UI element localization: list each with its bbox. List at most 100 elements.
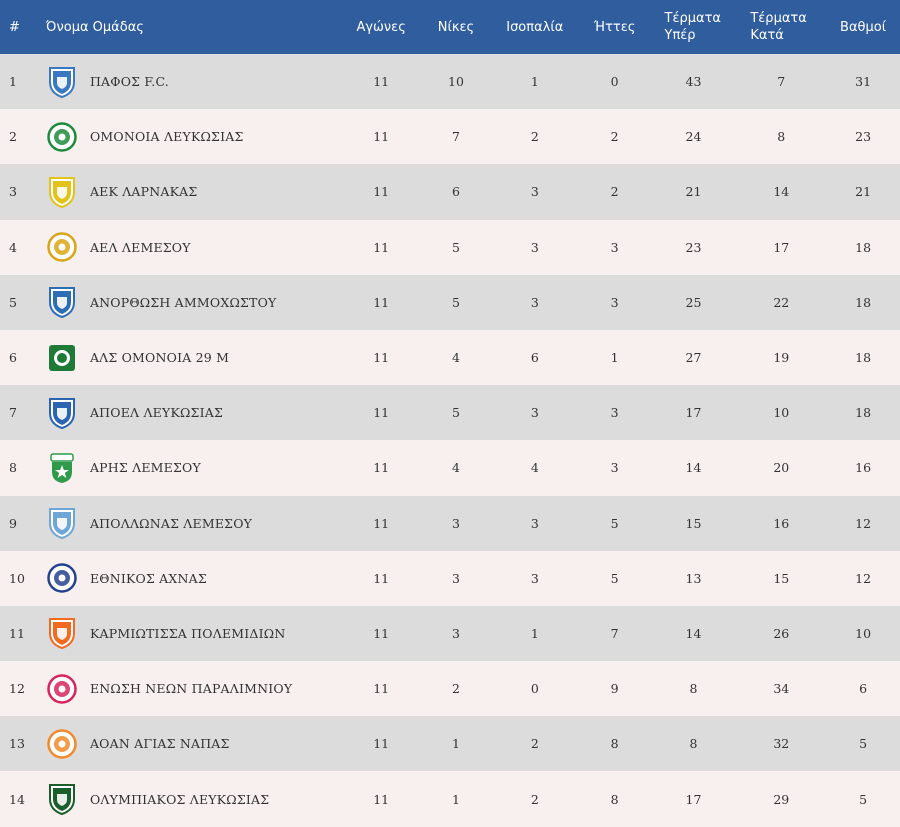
row-team[interactable]: ΑΛΣ ΟΜΟΝΟΙΑ 29 Μ bbox=[40, 340, 341, 376]
row-losses: 7 bbox=[610, 625, 619, 641]
header-goals-for[interactable]: Τέρματα Υπέρ bbox=[651, 10, 737, 44]
row-team[interactable]: ΟΜΟΝΟΙΑ ΛΕΥΚΩΣΙΑΣ bbox=[40, 119, 341, 155]
table-row[interactable]: 3 ΑΕΚ ΛΑΡΝΑΚΑΣ 11 6 3 2 21 14 21 bbox=[0, 164, 900, 220]
row-position: 5 bbox=[9, 294, 17, 310]
row-goals-for: 14 bbox=[685, 460, 702, 476]
row-losses: 1 bbox=[610, 350, 619, 366]
row-played: 11 bbox=[373, 405, 390, 421]
row-goals-for: 8 bbox=[689, 736, 698, 752]
row-played: 11 bbox=[373, 681, 390, 697]
header-goals-against[interactable]: Τέρματα Κατά bbox=[736, 10, 826, 44]
table-row[interactable]: 12 ΕΝΩΣΗ ΝΕΩΝ ΠΑΡΑΛΙΜΝΙΟΥ 11 2 0 9 8 34 6 bbox=[0, 661, 900, 717]
aoan-crest-icon bbox=[46, 726, 78, 762]
row-points: 12 bbox=[855, 515, 872, 531]
team-name[interactable]: ΑΕΛ ΛΕΜΕΣΟΥ bbox=[89, 239, 191, 255]
table-row[interactable]: 9 ΑΠΟΛΛΩΝΑΣ ΛΕΜΕΣΟΥ 11 3 3 5 15 16 12 bbox=[0, 495, 900, 551]
row-losses: 9 bbox=[610, 681, 619, 697]
table-row[interactable]: 8 ΑΡΗΣ ΛΕΜΕΣΟΥ 11 4 4 3 14 20 16 bbox=[0, 440, 900, 496]
row-goals-against: 17 bbox=[773, 239, 790, 255]
row-points: 6 bbox=[859, 681, 868, 697]
row-goals-for: 13 bbox=[685, 570, 702, 586]
apollon-crest-icon bbox=[46, 505, 78, 541]
header-goals-for-line1: Τέρματα bbox=[664, 11, 721, 26]
row-played: 11 bbox=[373, 515, 390, 531]
row-wins: 1 bbox=[452, 736, 460, 752]
table-row[interactable]: 7 ΑΠΟΕΛ ΛΕΥΚΩΣΙΑΣ 11 5 3 3 17 10 18 bbox=[0, 385, 900, 441]
row-team[interactable]: ΑΠΟΛΛΩΝΑΣ ΛΕΜΕΣΟΥ bbox=[40, 505, 341, 541]
team-name[interactable]: ΑΝΟΡΘΩΣΗ ΑΜΜΟΧΩΣΤΟΥ bbox=[89, 294, 277, 310]
row-played: 11 bbox=[373, 460, 390, 476]
row-wins: 3 bbox=[452, 515, 460, 531]
table-row[interactable]: 1 ΠΑΦΟΣ F.C. 11 10 1 0 43 7 31 bbox=[0, 54, 900, 110]
team-name[interactable]: ΑΕΚ ΛΑΡΝΑΚΑΣ bbox=[89, 184, 198, 200]
team-name[interactable]: ΑΛΣ ΟΜΟΝΟΙΑ 29 Μ bbox=[89, 350, 230, 366]
header-team-name[interactable]: Όνομα Ομάδας bbox=[45, 19, 144, 35]
table-body: 1 ΠΑΦΟΣ F.C. 11 10 1 0 43 7 31 2 ΟΜΟΝΟΙΑ ΛΕΥΚΩΣΙΑΣ… bbox=[0, 54, 900, 827]
row-draws: 6 bbox=[530, 350, 539, 366]
row-team[interactable]: ΕΘΝΙΚΟΣ ΑΧΝΑΣ bbox=[40, 560, 341, 596]
row-draws: 3 bbox=[530, 184, 539, 200]
row-team[interactable]: ΑΕΛ ΛΕΜΕΣΟΥ bbox=[40, 229, 341, 265]
team-name[interactable]: ΑΠΟΕΛ ΛΕΥΚΩΣΙΑΣ bbox=[89, 405, 223, 421]
table-row[interactable]: 14 ΟΛΥΜΠΙΑΚΟΣ ΛΕΥΚΩΣΙΑΣ 11 1 2 8 17 29 5 bbox=[0, 771, 900, 827]
table-row[interactable]: 2 ΟΜΟΝΟΙΑ ΛΕΥΚΩΣΙΑΣ 11 7 2 2 24 8 23 bbox=[0, 109, 900, 165]
header-played[interactable]: Αγώνες bbox=[356, 19, 406, 35]
row-draws: 1 bbox=[530, 625, 539, 641]
row-goals-for: 24 bbox=[685, 129, 702, 145]
table-row[interactable]: 6 ΑΛΣ ΟΜΟΝΟΙΑ 29 Μ 11 4 6 1 27 19 18 bbox=[0, 329, 900, 386]
team-name[interactable]: ΕΘΝΙΚΟΣ ΑΧΝΑΣ bbox=[89, 570, 207, 586]
row-losses: 3 bbox=[610, 239, 619, 255]
row-wins: 6 bbox=[452, 184, 460, 200]
apoel-crest-icon bbox=[46, 395, 78, 431]
row-position: 11 bbox=[9, 625, 25, 641]
table-row[interactable]: 4 ΑΕΛ ΛΕΜΕΣΟΥ 11 5 3 3 23 17 18 bbox=[0, 219, 900, 275]
team-name[interactable]: ΕΝΩΣΗ ΝΕΩΝ ΠΑΡΑΛΙΜΝΙΟΥ bbox=[89, 681, 293, 697]
aek-crest-icon bbox=[46, 174, 78, 210]
header-position[interactable]: # bbox=[9, 19, 20, 35]
team-name[interactable]: ΚΑΡΜΙΩΤΙΣΣΑ ΠΟΛΕΜΙΔΙΩΝ bbox=[89, 625, 286, 641]
row-team[interactable]: ΑΝΟΡΘΩΣΗ ΑΜΜΟΧΩΣΤΟΥ bbox=[40, 284, 341, 320]
team-name[interactable]: ΑΡΗΣ ΛΕΜΕΣΟΥ bbox=[89, 460, 201, 476]
team-name[interactable]: ΑΟΑΝ ΑΓΙΑΣ ΝΑΠΑΣ bbox=[89, 736, 230, 752]
team-name[interactable]: ΟΜΟΝΟΙΑ ΛΕΥΚΩΣΙΑΣ bbox=[89, 129, 244, 145]
row-wins: 5 bbox=[452, 239, 460, 255]
row-played: 11 bbox=[373, 74, 390, 90]
row-losses: 3 bbox=[610, 405, 619, 421]
omonoia-crest-icon bbox=[46, 119, 78, 155]
row-losses: 5 bbox=[610, 515, 619, 531]
row-goals-for: 17 bbox=[685, 791, 702, 807]
team-name[interactable]: ΠΑΦΟΣ F.C. bbox=[89, 74, 169, 90]
row-draws: 4 bbox=[530, 460, 539, 476]
table-row[interactable]: 11 ΚΑΡΜΙΩΤΙΣΣΑ ΠΟΛΕΜΙΔΙΩΝ 11 3 1 7 14 26 10 bbox=[0, 605, 900, 662]
row-played: 11 bbox=[373, 184, 390, 200]
row-team[interactable]: ΑΡΗΣ ΛΕΜΕΣΟΥ bbox=[40, 450, 341, 486]
row-losses: 3 bbox=[610, 294, 619, 310]
row-team[interactable]: ΠΑΦΟΣ F.C. bbox=[40, 64, 341, 100]
team-name[interactable]: ΑΠΟΛΛΩΝΑΣ ΛΕΜΕΣΟΥ bbox=[89, 515, 253, 531]
header-draws[interactable]: Ισοπαλία bbox=[506, 19, 564, 35]
row-team[interactable]: ΕΝΩΣΗ ΝΕΩΝ ΠΑΡΑΛΙΜΝΙΟΥ bbox=[40, 671, 341, 707]
row-position: 14 bbox=[9, 791, 25, 807]
header-losses[interactable]: Ήττες bbox=[593, 19, 636, 35]
row-team[interactable]: ΑΠΟΕΛ ΛΕΥΚΩΣΙΑΣ bbox=[40, 395, 341, 431]
row-position: 13 bbox=[9, 736, 25, 752]
table-row[interactable]: 13 ΑΟΑΝ ΑΓΙΑΣ ΝΑΠΑΣ 11 1 2 8 8 32 5 bbox=[0, 716, 900, 772]
pafos-crest-icon bbox=[46, 64, 78, 100]
row-draws: 3 bbox=[530, 294, 539, 310]
table-row[interactable]: 10 ΕΘΝΙΚΟΣ ΑΧΝΑΣ 11 3 3 5 13 15 12 bbox=[0, 550, 900, 606]
enp-crest-icon bbox=[46, 671, 78, 707]
row-wins: 10 bbox=[448, 74, 464, 90]
row-team[interactable]: ΚΑΡΜΙΩΤΙΣΣΑ ΠΟΛΕΜΙΔΙΩΝ bbox=[40, 615, 341, 651]
header-wins[interactable]: Νίκες bbox=[437, 19, 475, 35]
row-played: 11 bbox=[373, 791, 390, 807]
team-name[interactable]: ΟΛΥΜΠΙΑΚΟΣ ΛΕΥΚΩΣΙΑΣ bbox=[89, 791, 270, 807]
row-team[interactable]: ΑΕΚ ΛΑΡΝΑΚΑΣ bbox=[40, 174, 341, 210]
header-points[interactable]: Βαθμοί bbox=[840, 19, 887, 35]
table-row[interactable]: 5 ΑΝΟΡΘΩΣΗ ΑΜΜΟΧΩΣΤΟΥ 11 5 3 3 25 22 18 bbox=[0, 274, 900, 330]
row-goals-for: 25 bbox=[685, 294, 702, 310]
row-points: 5 bbox=[859, 736, 868, 752]
row-losses: 8 bbox=[610, 736, 619, 752]
row-goals-against: 10 bbox=[773, 405, 790, 421]
row-team[interactable]: ΑΟΑΝ ΑΓΙΑΣ ΝΑΠΑΣ bbox=[40, 726, 341, 762]
row-team[interactable]: ΟΛΥΜΠΙΑΚΟΣ ΛΕΥΚΩΣΙΑΣ bbox=[40, 781, 341, 817]
